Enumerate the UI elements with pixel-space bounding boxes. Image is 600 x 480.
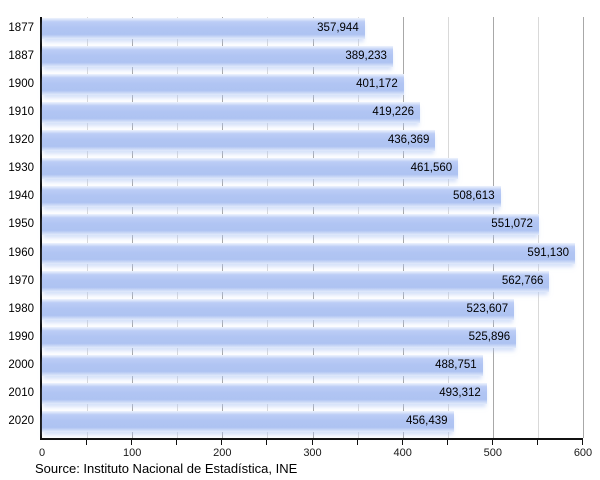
y-axis-label: 1950 [8, 218, 34, 231]
plot-area: 357,944 389,233 401,172 419,226 436,369 461,5… [40, 17, 584, 440]
bar-1940: 508,613 [42, 186, 501, 208]
bar-2010: 493,312 [42, 382, 487, 404]
y-axis-label: 1970 [8, 274, 34, 287]
x-axis-tick [536, 440, 538, 445]
bar-value-label: 401,172 [356, 78, 398, 91]
y-axis-label: 1980 [8, 302, 34, 315]
bar-value-label: 436,369 [387, 134, 430, 147]
y-axis-label: 1887 [8, 50, 34, 63]
y-axis-label: 2010 [8, 386, 34, 399]
bar-1900: 401,172 [42, 74, 404, 96]
bar-1990: 525,896 [42, 326, 517, 348]
bar-1910: 419,226 [42, 102, 420, 124]
y-axis-label: 1930 [8, 162, 34, 175]
x-axis-tick [356, 440, 358, 445]
bar-1980: 523,607 [42, 298, 515, 320]
x-axis-tick-label: 600 [573, 447, 593, 459]
bar-value-label: 525,896 [468, 330, 511, 343]
x-axis-tick [176, 440, 178, 445]
y-axis-label: 1900 [8, 78, 34, 91]
bar-2000: 488,751 [42, 354, 483, 376]
bar-value-label: 493,312 [439, 386, 481, 399]
bar-value-label: 389,233 [345, 50, 387, 63]
bar-value-label: 523,607 [466, 302, 509, 315]
x-axis-tick [221, 440, 223, 445]
bar-1920: 436,369 [42, 130, 436, 152]
x-axis-tick-label: 300 [303, 447, 322, 459]
x-axis-tick [86, 440, 88, 445]
bar-value-label: 461,560 [410, 162, 453, 175]
x-axis-tick-label: 100 [122, 447, 142, 459]
bar-value-label: 456,439 [405, 414, 448, 427]
y-axis-label: 1960 [8, 246, 34, 259]
x-axis-tick-label: 400 [393, 447, 412, 459]
bar-1877: 357,944 [42, 18, 365, 39]
bar-value-label: 357,944 [317, 22, 359, 34]
x-axis-tick-label: 200 [213, 447, 232, 459]
bar-value-label: 562,766 [501, 274, 544, 287]
major-gridline [583, 17, 584, 438]
bar-1930: 461,560 [42, 158, 459, 180]
x-axis-tick [266, 440, 268, 445]
bar-value-label: 508,613 [453, 190, 495, 203]
y-axis-label: 2000 [8, 358, 34, 371]
bar-1970: 562,766 [42, 270, 550, 292]
x-axis-tick-label: 500 [483, 447, 502, 459]
x-axis-tick [446, 440, 448, 445]
bar-value-label: 419,226 [372, 106, 414, 119]
bar-value-label: 591,130 [527, 246, 569, 259]
bar-value-label: 488,751 [435, 358, 477, 371]
y-axis-label: 1877 [8, 22, 34, 34]
x-axis-tick-label: 0 [38, 447, 46, 459]
source-note: Source: Instituto Nacional de Estadístic… [35, 461, 298, 476]
y-axis-label: 2020 [8, 414, 34, 427]
x-axis-tick [582, 440, 583, 445]
x-axis-tick [131, 440, 133, 445]
y-axis-label: 1910 [8, 106, 34, 119]
y-axis-label: 1940 [8, 190, 34, 203]
bar-1887: 389,233 [42, 46, 393, 68]
x-axis-tick [311, 440, 313, 445]
bar-1960: 591,130 [42, 242, 575, 264]
y-axis-label: 1990 [8, 330, 34, 343]
bar-2020: 456,439 [42, 410, 454, 432]
x-axis-tick [401, 440, 403, 445]
bar-1950: 551,072 [42, 214, 539, 236]
y-axis-label: 1920 [8, 134, 34, 147]
x-axis-tick [491, 440, 493, 445]
bar-value-label: 551,072 [491, 218, 533, 231]
